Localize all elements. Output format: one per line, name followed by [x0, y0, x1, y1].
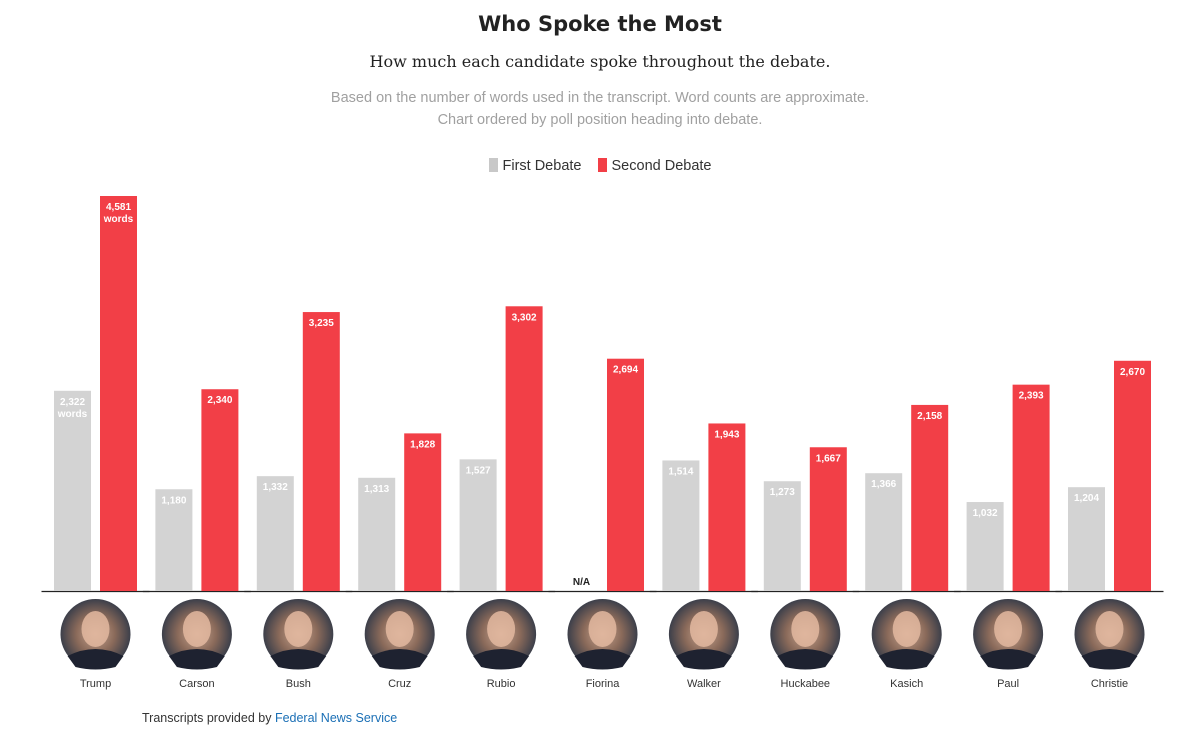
bar-second-debate-carson: [201, 389, 239, 591]
legend-label-second-debate: Second Debate: [611, 158, 712, 174]
bar-label-second-debate-kasich: 2,158: [917, 411, 942, 422]
avatar-face-rubio: [487, 611, 516, 647]
chart-title: Who Spoke the Most: [478, 12, 722, 36]
bar-second-debate-cruz: [404, 433, 442, 591]
bar-label-first-debate-cruz: 1,313: [364, 484, 389, 495]
bar-label-second-debate-walker: 1,943: [714, 429, 739, 440]
bar-second-debate-paul: [1012, 384, 1050, 591]
bar-first-debate-bush: [256, 476, 294, 591]
avatar-face-trump: [81, 611, 110, 647]
bar-first-debate-rubio: [459, 459, 497, 591]
avatar-face-fiorina: [588, 611, 617, 647]
bar-first-debate-trump: [54, 390, 91, 591]
bar-second-debate-walker: [708, 423, 746, 591]
chart-subtitle: How much each candidate spoke throughout…: [369, 52, 831, 71]
bar-label-first-debate-walker: 1,514: [668, 466, 693, 477]
bar-label-second-debate-paul: 2,393: [1019, 391, 1044, 402]
candidate-name-kasich: Kasich: [890, 678, 923, 690]
bar-first-debate-carson: [155, 489, 193, 591]
bar-label-second-debate-huckabee: 1,667: [816, 453, 841, 464]
bar-second-debate-huckabee: [809, 447, 847, 591]
bar-first-debate-cruz: [358, 477, 396, 591]
bar-second-debate-christie: [1114, 360, 1151, 591]
avatar-suit-cruz: [371, 649, 428, 670]
avatar-suit-kasich: [878, 649, 935, 670]
bar-second-debate-rubio: [505, 306, 543, 591]
bar-unit-first-debate-trump: words: [57, 409, 88, 420]
bar-label-first-debate-carson: 1,180: [161, 495, 186, 506]
legend-item-first-debate: First Debate: [488, 158, 582, 174]
bar-label-first-debate-rubio: 1,527: [466, 465, 491, 476]
bar-first-debate-walker: [662, 460, 700, 591]
bar-label-first-debate-fiorina: N/A: [573, 577, 590, 588]
source-link[interactable]: Federal News Service: [274, 711, 398, 725]
bar-label-second-debate-cruz: 1,828: [410, 439, 435, 450]
legend-label-first-debate: First Debate: [502, 158, 582, 174]
candidate-name-christie: Christie: [1091, 678, 1128, 690]
chart-legend: First Debate Second Debate: [0, 158, 1200, 174]
avatar-face-walker: [689, 611, 718, 647]
bar-label-first-debate-bush: 1,332: [263, 482, 288, 493]
candidate-name-bush: Bush: [286, 678, 311, 690]
bar-label-first-debate-paul: 1,032: [973, 508, 998, 519]
avatar-face-christie: [1095, 611, 1124, 647]
candidate-name-trump: Trump: [80, 678, 111, 690]
bar-label-first-debate-christie: 1,204: [1074, 493, 1099, 504]
candidate-name-huckabee: Huckabee: [781, 678, 831, 690]
bar-label-second-debate-trump: 4,581: [106, 202, 131, 213]
bar-label-first-debate-huckabee: 1,273: [770, 487, 795, 498]
bar-label-first-debate-trump: 2,322: [60, 397, 85, 408]
avatar-suit-bush: [270, 649, 327, 670]
bar-label-second-debate-christie: 2,670: [1120, 367, 1145, 378]
legend-swatch-first-debate: [488, 158, 498, 172]
candidate-name-cruz: Cruz: [388, 678, 411, 690]
candidate-name-walker: Walker: [687, 678, 721, 690]
avatar-suit-rubio: [473, 649, 530, 670]
bar-second-debate-bush: [302, 312, 340, 591]
avatar-suit-carson: [168, 649, 225, 670]
chart-note-line-1: Based on the number of words used in the…: [330, 90, 870, 106]
avatar-suit-fiorina: [574, 649, 631, 670]
bar-label-second-debate-carson: 2,340: [207, 395, 232, 406]
bar-label-first-debate-kasich: 1,366: [871, 479, 896, 490]
bar-unit-second-debate-trump: words: [103, 214, 134, 225]
avatar-suit-christie: [1081, 649, 1138, 670]
bar-label-second-debate-rubio: 3,302: [512, 312, 537, 323]
chart-note-line-2: Chart ordered by poll position heading i…: [437, 112, 763, 128]
avatar-face-carson: [182, 611, 211, 647]
avatar-face-paul: [994, 611, 1023, 647]
avatar-face-bush: [284, 611, 313, 647]
source-credit: Transcripts provided by Federal News Ser…: [142, 711, 397, 725]
source-credit-text: Transcripts provided by: [142, 711, 275, 725]
bar-label-second-debate-bush: 3,235: [309, 318, 334, 329]
bar-first-debate-huckabee: [763, 481, 801, 591]
bar-second-debate-kasich: [911, 404, 949, 591]
bar-first-debate-paul: [966, 502, 1004, 591]
avatar-suit-huckabee: [777, 649, 834, 670]
legend-swatch-second-debate: [597, 158, 607, 172]
avatar-suit-walker: [675, 649, 732, 670]
bar-second-debate-trump: [100, 196, 137, 591]
candidate-name-carson: Carson: [179, 678, 214, 690]
bar-second-debate-fiorina: [607, 358, 644, 591]
legend-item-second-debate: Second Debate: [597, 158, 712, 174]
candidate-name-rubio: Rubio: [487, 678, 516, 690]
candidate-name-paul: Paul: [997, 678, 1019, 690]
avatar-suit-paul: [980, 649, 1037, 670]
bar-first-debate-kasich: [865, 473, 903, 591]
bar-first-debate-christie: [1068, 487, 1105, 591]
avatar-face-kasich: [892, 611, 921, 647]
bar-label-second-debate-fiorina: 2,694: [613, 365, 638, 376]
avatar-face-huckabee: [791, 611, 820, 647]
candidate-name-fiorina: Fiorina: [586, 678, 621, 690]
avatar-face-cruz: [385, 611, 414, 647]
avatar-suit-trump: [67, 649, 124, 670]
